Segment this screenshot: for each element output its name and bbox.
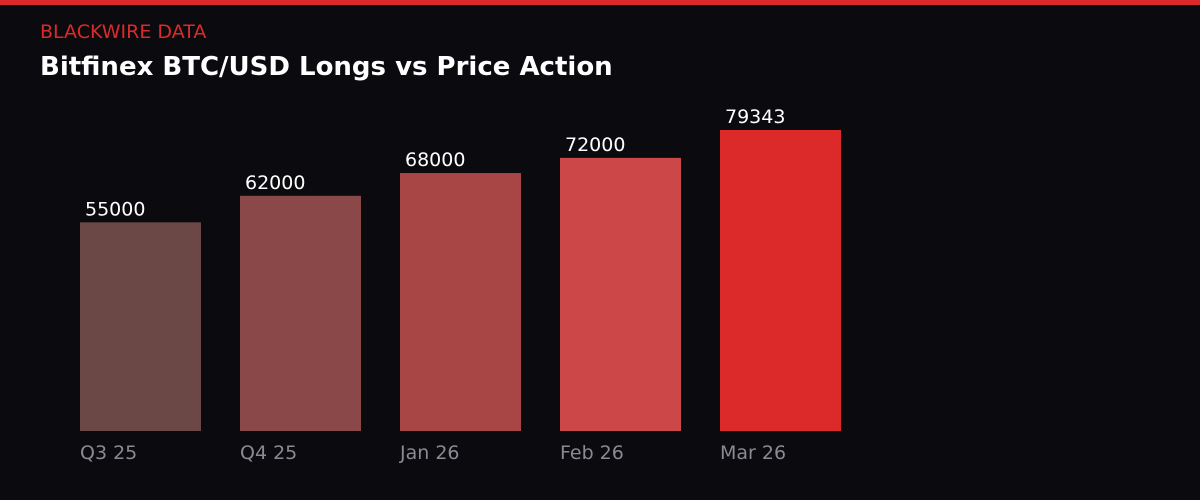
bar <box>560 157 681 431</box>
category-label: Feb 26 <box>560 442 624 464</box>
bar <box>400 173 521 431</box>
accent-top-bar <box>0 0 1200 5</box>
data-label: 55000 <box>85 198 145 220</box>
category-label: Q4 25 <box>240 442 297 464</box>
data-label: 68000 <box>405 149 465 171</box>
data-label: 62000 <box>245 172 305 194</box>
data-label: 72000 <box>565 134 625 156</box>
brand-label: BLACKWIRE DATA <box>40 21 207 43</box>
chart-title: Bitfinex BTC/USD Longs vs Price Action <box>40 52 613 82</box>
category-label: Q3 25 <box>80 442 137 464</box>
category-label: Mar 26 <box>720 442 786 464</box>
data-label: 79343 <box>725 106 785 128</box>
bar <box>720 130 841 431</box>
bar <box>80 222 201 431</box>
category-label: Jan 26 <box>399 442 460 464</box>
bar <box>240 195 361 431</box>
